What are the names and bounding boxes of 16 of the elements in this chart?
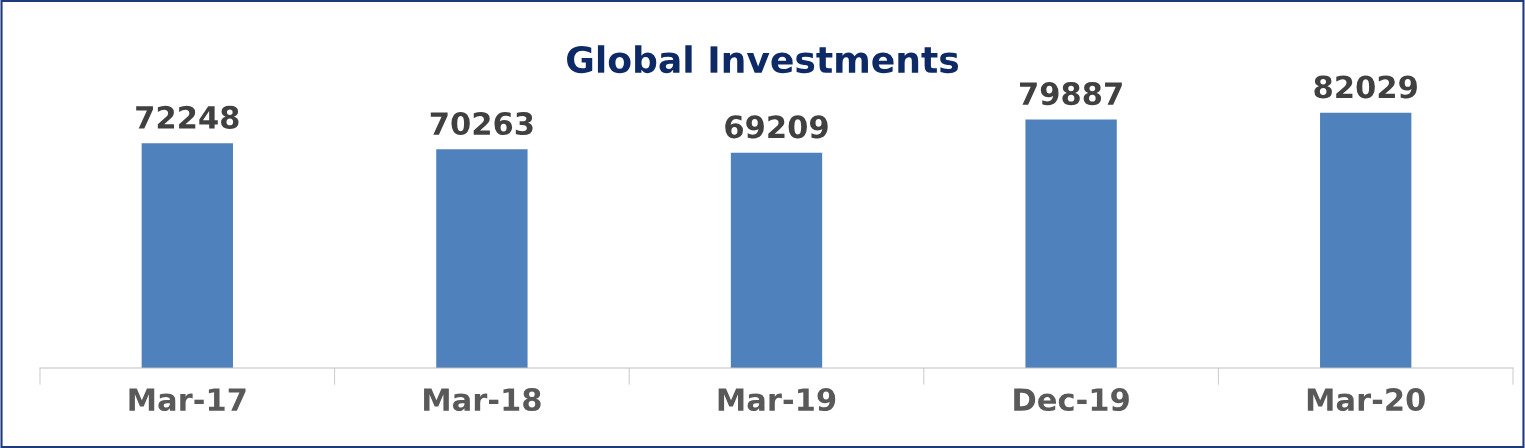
bar	[1320, 112, 1412, 368]
bar	[730, 152, 823, 368]
chart-title: Global Investments	[567, 45, 959, 74]
x-tick-label: Mar-19	[718, 388, 836, 412]
bar	[1025, 119, 1117, 368]
x-tick-label: Mar-20	[1307, 387, 1425, 412]
data-label: 72248	[136, 105, 239, 129]
bar	[436, 149, 528, 368]
x-tick-label: Mar-17	[129, 388, 246, 412]
data-label: 70263	[430, 112, 533, 136]
x-tick-label: Dec-19	[1014, 388, 1129, 412]
data-label: 69209	[725, 115, 828, 139]
data-label: 79887	[1019, 82, 1122, 106]
x-tick-label: Mar-18	[424, 387, 541, 412]
data-label: 82029	[1314, 75, 1417, 99]
bar	[141, 143, 233, 368]
